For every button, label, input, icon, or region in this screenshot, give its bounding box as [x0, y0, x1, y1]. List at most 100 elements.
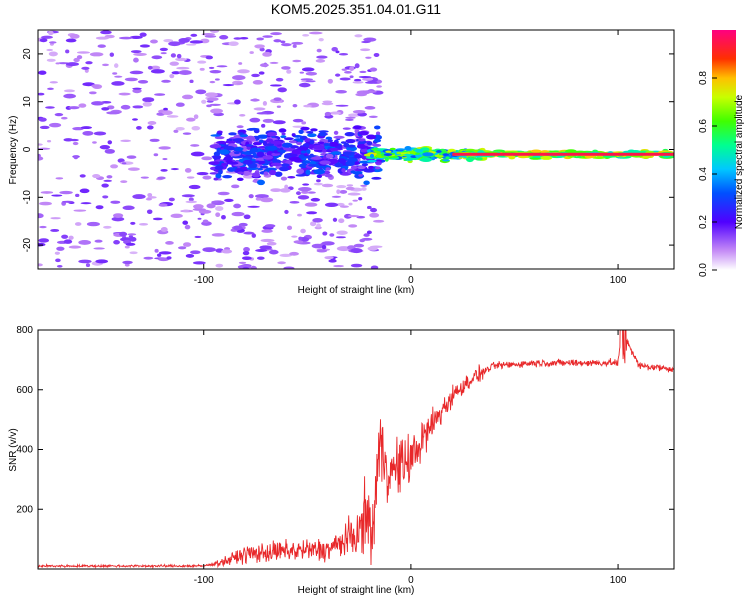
spectral-blob: [168, 41, 181, 47]
spectral-blob: [420, 157, 432, 162]
spectral-blob: [41, 35, 53, 39]
spectral-blob: [102, 195, 109, 199]
spectral-blob: [270, 140, 283, 145]
spectral-blob: [304, 202, 318, 207]
spectral-blob: [395, 148, 406, 151]
spectral-blob: [186, 117, 196, 122]
spectral-blob: [228, 132, 237, 136]
spectral-blob: [38, 238, 50, 243]
spectral-blob: [226, 160, 233, 163]
spectral-blob: [214, 78, 220, 81]
spectral-blob: [95, 36, 110, 40]
spectral-blob: [197, 217, 202, 220]
spectral-blob: [242, 251, 250, 256]
spectral-blob: [138, 222, 149, 226]
spectral-blob: [321, 244, 327, 250]
spectral-blob: [335, 50, 340, 54]
spectral-blob: [254, 194, 269, 199]
spectral-blob: [153, 153, 159, 157]
spectral-blob: [73, 155, 79, 160]
spectral-blob: [157, 176, 166, 180]
spectral-blob: [276, 105, 281, 108]
spectral-blob: [297, 195, 310, 200]
spectral-blob: [211, 200, 219, 203]
spectral-blob: [389, 147, 396, 151]
spectral-blob: [340, 165, 349, 169]
spectral-blob: [324, 202, 339, 208]
spectral-blob: [48, 41, 57, 44]
spectral-blob: [371, 176, 382, 180]
spectral-blob: [79, 174, 86, 178]
spectral-blob: [299, 71, 305, 74]
spectral-blob: [120, 139, 132, 143]
spectral-blob: [630, 149, 641, 154]
spectral-blob: [313, 168, 326, 175]
spectral-blob: [93, 131, 107, 136]
spectral-blob: [216, 65, 228, 68]
spectral-blob: [208, 66, 215, 69]
spectral-blob: [38, 156, 44, 161]
spectral-blob: [345, 186, 355, 191]
snr-series-line: [38, 330, 674, 569]
spectral-blob: [329, 147, 340, 151]
spectral-blob: [50, 228, 60, 232]
spectral-blob: [124, 263, 130, 267]
spectral-blob: [89, 52, 104, 57]
spectral-blob: [327, 138, 333, 143]
spectral-blob: [49, 122, 62, 128]
snr-xlabel: Height of straight line (km): [298, 585, 415, 596]
spectral-blob: [281, 66, 291, 70]
spectral-blob: [162, 157, 168, 161]
spectral-blob: [295, 191, 301, 196]
spectral-blob: [396, 151, 401, 155]
spectral-blob: [341, 68, 348, 71]
spectral-blob: [190, 151, 205, 157]
spectral-blob: [296, 168, 305, 175]
spectral-blob: [38, 213, 44, 219]
spectral-blob: [185, 43, 197, 46]
spectral-blob: [100, 30, 112, 35]
spectral-blob: [142, 97, 155, 103]
spectral-blob: [219, 35, 229, 40]
spectral-blob: [215, 173, 222, 179]
spectral-blob: [192, 208, 206, 211]
spectral-blob: [345, 138, 356, 144]
spectral-blob: [310, 197, 321, 202]
spectral-blob: [38, 143, 43, 146]
spectral-blob: [197, 60, 207, 64]
spectral-blob: [372, 143, 382, 147]
spectral-blob: [263, 171, 269, 176]
spectral-blob: [211, 233, 225, 237]
spectral-blob: [272, 120, 286, 125]
spectral-blob: [168, 197, 175, 202]
y-tick-label: 0: [22, 146, 33, 152]
spectral-blob: [222, 83, 235, 87]
spectral-blob: [328, 141, 339, 147]
spectral-blob: [125, 242, 136, 246]
spectral-blob: [38, 242, 46, 247]
spectral-blob: [273, 39, 282, 43]
spectral-blob: [97, 44, 106, 48]
spectral-blob: [175, 102, 185, 107]
spectral-blob: [132, 105, 144, 109]
spectral-blob: [265, 138, 274, 143]
spectral-blob: [245, 144, 254, 147]
spectral-blob: [80, 126, 93, 130]
spectral-blob: [91, 84, 99, 88]
spectral-blob: [242, 148, 248, 152]
spectral-blob: [160, 52, 167, 55]
spectral-blob: [246, 135, 256, 141]
spectral-blob: [236, 125, 244, 129]
spectral-blob: [114, 75, 123, 78]
spectral-blob: [584, 155, 595, 159]
spectral-blob: [111, 216, 125, 222]
spectral-blob: [274, 171, 283, 177]
spectral-blob: [422, 152, 434, 157]
spectral-blob: [298, 129, 304, 134]
spectral-blob: [266, 150, 274, 157]
spectral-blob: [238, 222, 248, 227]
spectral-blob: [49, 81, 58, 84]
spectral-blob: [242, 159, 253, 165]
spectral-blob: [259, 63, 269, 68]
spectral-blob: [82, 130, 94, 136]
